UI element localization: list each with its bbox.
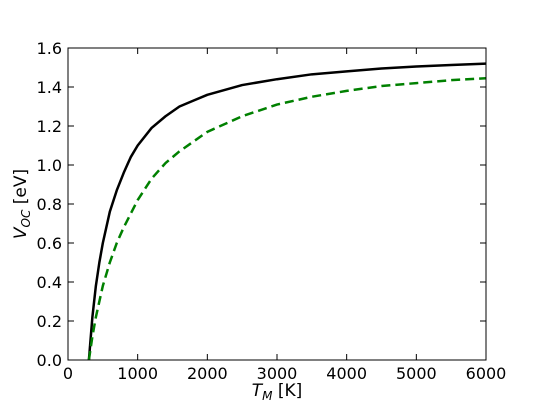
x-axis-label-unit: [K] <box>272 381 302 401</box>
x-tick-label: 5000 <box>396 364 437 383</box>
x-axis-label-sub: M <box>262 389 273 403</box>
x-tick-label: 6000 <box>466 364 507 383</box>
y-tick-label: 0.2 <box>37 312 62 331</box>
x-tick-label: 1000 <box>117 364 158 383</box>
x-axis-label: TM [K] <box>252 381 303 403</box>
x-tick-label: 3000 <box>257 364 298 383</box>
series-line-1 <box>87 62 487 361</box>
ticks-layer: 0 1000 2000 3000 4000 5000 6000 0.0 0.2 0.4 0.6 0.8… <box>37 39 507 383</box>
y-tick-label: 0.0 <box>37 351 62 370</box>
x-tick-label: 0 <box>63 364 73 383</box>
y-tick-label: 0.8 <box>37 195 62 214</box>
plot-frame <box>67 47 487 361</box>
y-tick-label: 1.2 <box>37 117 62 136</box>
y-tick-label: 1.0 <box>37 156 62 175</box>
y-tick-label: 1.4 <box>37 78 62 97</box>
y-axis-label-unit: [eV] <box>11 169 31 210</box>
y-axis-label-main: V <box>11 226 31 239</box>
y-axis-label-sub: OC <box>19 209 33 227</box>
y-tick-label: 0.6 <box>37 234 62 253</box>
x-axis-label-main: T <box>252 381 264 401</box>
y-tick-label: 0.4 <box>37 273 62 292</box>
y-axis-label: VOC [eV] <box>11 169 33 239</box>
y-tick-label: 1.6 <box>37 39 62 58</box>
series-layer <box>87 62 487 361</box>
x-tick-label: 4000 <box>326 364 367 383</box>
series-line-2 <box>87 76 487 361</box>
plot-area <box>68 48 486 360</box>
x-tick-label: 2000 <box>187 364 228 383</box>
